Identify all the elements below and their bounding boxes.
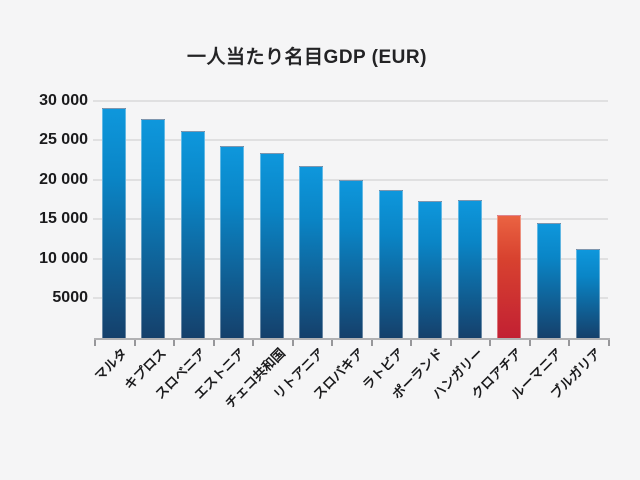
bar — [339, 180, 363, 338]
bar — [259, 152, 284, 338]
x-axis-tick — [370, 340, 373, 346]
x-axis-tick — [608, 340, 610, 346]
x-axis-tick — [331, 340, 334, 346]
bar — [536, 223, 561, 338]
bar — [180, 130, 205, 338]
bar — [576, 249, 601, 338]
y-axis-label: 10 000 — [39, 249, 88, 267]
x-axis-tick — [489, 340, 492, 346]
bar — [457, 200, 482, 338]
bar — [220, 146, 245, 338]
gridline — [93, 139, 608, 142]
y-axis-label: 20 000 — [39, 170, 88, 188]
bar-highlighted — [497, 215, 522, 338]
x-axis-tick — [291, 340, 294, 346]
gridline — [93, 99, 608, 102]
bar — [101, 108, 126, 338]
gridline — [93, 178, 608, 181]
y-axis-label: 15 000 — [39, 210, 88, 228]
x-axis-tick — [528, 340, 531, 346]
y-axis-label: 30 000 — [39, 91, 88, 109]
x-axis-tick — [252, 340, 255, 346]
x-axis-tick — [173, 340, 176, 346]
x-axis-tick — [94, 340, 96, 346]
x-axis-tick — [410, 340, 413, 346]
y-axis-label: 5000 — [52, 289, 88, 307]
bar — [418, 201, 443, 338]
x-axis-tick — [449, 340, 452, 346]
y-axis-label: 25 000 — [39, 131, 88, 149]
x-axis-tick — [133, 340, 136, 346]
bar — [299, 166, 324, 338]
x-axis-tick — [212, 340, 215, 346]
bar — [141, 118, 166, 338]
chart-title: 一人当たり名目GDP (EUR) — [187, 47, 427, 68]
x-axis-line — [94, 338, 610, 340]
x-axis-tick — [568, 340, 571, 346]
bar — [378, 189, 403, 338]
